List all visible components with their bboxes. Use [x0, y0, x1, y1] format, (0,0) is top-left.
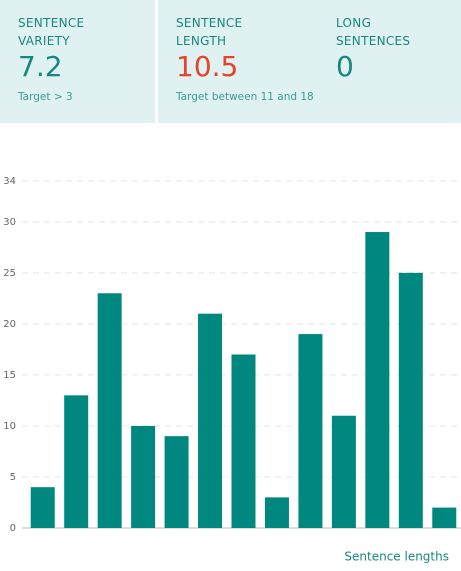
stat-label: SENTENCE [18, 16, 85, 30]
bar [264, 497, 289, 528]
bar [331, 415, 356, 528]
y-tick-label: 30 [3, 217, 16, 228]
x-axis-label: Sentence lengths [344, 550, 449, 564]
stat-label: LENGTH [176, 34, 227, 48]
stat: SENTENCE VARIETY 7.2 Target > 3 [18, 0, 158, 123]
bar [164, 436, 189, 528]
stat-value: 0 [336, 50, 354, 83]
y-tick-label: 34 [3, 176, 16, 187]
bar [97, 293, 122, 528]
y-tick-label: 10 [3, 421, 16, 432]
bar [64, 395, 89, 528]
stat-target: Target between 11 and 18 [176, 91, 314, 103]
bar [365, 232, 390, 528]
stat-target: Target > 3 [18, 91, 73, 103]
stat-label: SENTENCE [176, 16, 243, 30]
stat-value: 7.2 [18, 50, 63, 83]
bar [398, 272, 423, 528]
bar [131, 425, 156, 528]
stat-label: VARIETY [18, 34, 70, 48]
separator [155, 0, 158, 123]
bar [198, 313, 223, 528]
stat-label: LONG [336, 16, 372, 30]
bar [30, 487, 55, 528]
y-tick-label: 0 [10, 523, 16, 534]
bar [231, 354, 256, 528]
y-tick-label: 5 [10, 472, 16, 483]
bar [432, 507, 457, 528]
stat-value: 10.5 [176, 50, 239, 83]
bar [298, 334, 323, 528]
stat-label: SENTENCES [336, 34, 411, 48]
stat: SENTENCE LENGTH 10.5 Target between 11 and … [176, 0, 316, 123]
y-tick-label: 20 [3, 319, 16, 330]
stat: LONG SENTENCES 0 [336, 0, 461, 123]
stats-panel: SENTENCE VARIETY 7.2 Target > 3 SENTENCE LENG… [0, 0, 461, 123]
y-tick-label: 15 [3, 370, 16, 381]
y-tick-label: 25 [3, 268, 16, 279]
